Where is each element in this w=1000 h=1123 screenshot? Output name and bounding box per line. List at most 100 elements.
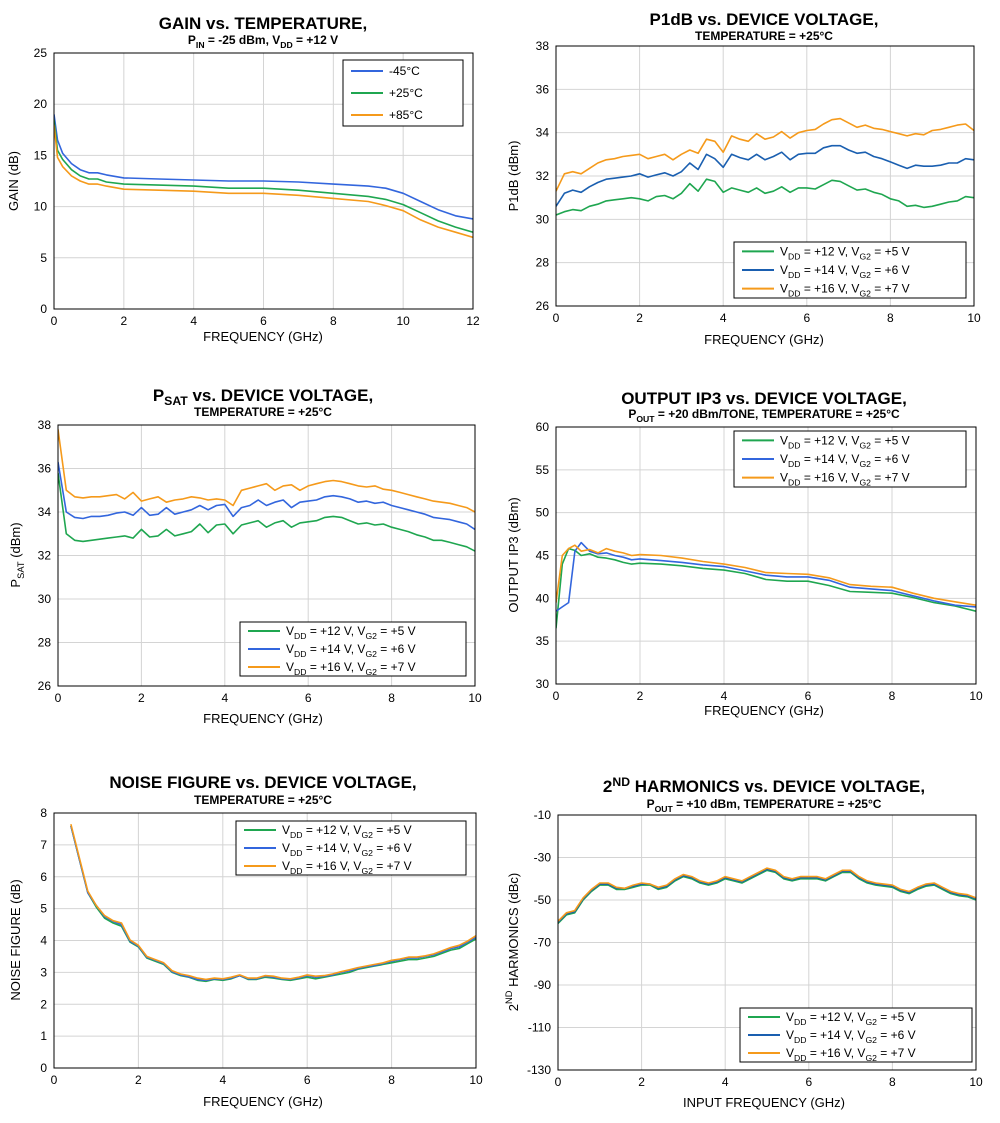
x-axis-label: FREQUENCY (GHz) [704, 703, 824, 718]
y-axis-label: NOISE FIGURE (dB) [8, 879, 23, 1000]
legend-label: VDD = +16 V, VG2 = +7 V [286, 660, 416, 677]
x-tick-label: 2 [138, 691, 145, 705]
legend-label: VDD = +12 V, VG2 = +5 V [780, 433, 910, 450]
x-tick-label: 4 [219, 1073, 226, 1087]
y-tick-label: 1 [40, 1029, 47, 1043]
x-tick-label: 6 [304, 1073, 311, 1087]
y-tick-label: 60 [536, 420, 550, 434]
y-tick-label: 20 [34, 97, 48, 111]
chart-subtitle: TEMPERATURE = +25°C [194, 793, 332, 807]
chart-subtitle: POUT = +10 dBm, TEMPERATURE = +25°C [647, 797, 882, 814]
y-tick-label: -70 [534, 936, 552, 950]
chart-2: P1dB vs. DEVICE VOLTAGE,TEMPERATURE = +2… [506, 10, 981, 347]
series-line-1 [556, 178, 974, 216]
y-tick-label: 38 [38, 418, 52, 432]
x-tick-label: 10 [967, 311, 981, 325]
y-tick-label: 5 [40, 251, 47, 265]
x-tick-label: 8 [388, 1073, 395, 1087]
x-tick-label: 0 [553, 311, 560, 325]
x-tick-label: 6 [803, 311, 810, 325]
chart-subtitle: PIN = -25 dBm, VDD = +12 V [188, 33, 338, 50]
chart-subtitle: TEMPERATURE = +25°C [695, 29, 833, 43]
y-tick-label: 55 [536, 463, 550, 477]
series-line-1 [556, 547, 976, 629]
legend-label: VDD = +14 V, VG2 = +6 V [282, 841, 412, 858]
x-axis-label: FREQUENCY (GHz) [203, 329, 323, 344]
y-tick-label: 40 [536, 591, 550, 605]
series-line-3 [556, 544, 976, 606]
chart-title: GAIN vs. TEMPERATURE, [159, 14, 367, 33]
x-tick-label: 4 [721, 689, 728, 703]
x-tick-label: 0 [555, 1075, 562, 1089]
y-tick-label: 3 [40, 965, 47, 979]
x-tick-label: 0 [553, 689, 560, 703]
x-tick-label: 12 [466, 314, 480, 328]
y-axis-label: P1dB (dBm) [506, 141, 521, 212]
x-tick-label: 6 [305, 691, 312, 705]
y-tick-label: 30 [536, 212, 550, 226]
y-tick-label: 35 [536, 634, 550, 648]
y-tick-label: 0 [40, 302, 47, 316]
chart-title: PSAT vs. DEVICE VOLTAGE, [153, 386, 373, 408]
chart-6: 2ND HARMONICS vs. DEVICE VOLTAGE,POUT = … [504, 775, 983, 1110]
y-tick-label: 15 [34, 148, 48, 162]
x-tick-label: 10 [396, 314, 410, 328]
y-tick-label: 32 [38, 549, 52, 563]
plot-area [53, 52, 474, 310]
y-tick-label: -10 [534, 808, 552, 822]
x-tick-label: 4 [221, 691, 228, 705]
chart-title: 2ND HARMONICS vs. DEVICE VOLTAGE, [603, 775, 925, 796]
series-line-1 [558, 869, 976, 924]
plot-area [53, 812, 477, 1069]
legend-label: VDD = +14 V, VG2 = +6 V [786, 1028, 916, 1045]
plot-area [557, 814, 977, 1071]
series-line-2 [54, 119, 473, 233]
x-tick-label: 8 [887, 311, 894, 325]
legend-label: VDD = +16 V, VG2 = +7 V [780, 282, 910, 299]
y-tick-label: 26 [536, 299, 550, 313]
y-tick-label: -130 [527, 1063, 551, 1077]
x-tick-label: 10 [969, 689, 983, 703]
x-tick-label: 10 [969, 1075, 983, 1089]
y-axis-label: GAIN (dB) [6, 151, 21, 211]
y-tick-label: -30 [534, 851, 552, 865]
legend-label: +85°C [389, 108, 423, 122]
x-tick-label: 2 [135, 1073, 142, 1087]
plot-area [57, 424, 476, 687]
y-tick-label: 7 [40, 838, 47, 852]
x-tick-label: 8 [889, 1075, 896, 1089]
series-line-3 [558, 867, 976, 922]
x-tick-label: 8 [889, 689, 896, 703]
legend-label: +25°C [389, 86, 423, 100]
series-line-1 [58, 472, 475, 552]
y-tick-label: 50 [536, 506, 550, 520]
x-tick-label: 10 [468, 691, 482, 705]
x-tick-label: 6 [805, 1075, 812, 1089]
series-line-3 [54, 124, 473, 239]
x-axis-label: FREQUENCY (GHz) [203, 711, 323, 726]
y-tick-label: 6 [40, 870, 47, 884]
y-axis-label: OUTPUT IP3 (dBm) [506, 497, 521, 612]
legend-label: VDD = +12 V, VG2 = +5 V [282, 823, 412, 840]
x-tick-label: 0 [51, 1073, 58, 1087]
y-tick-label: 32 [536, 169, 550, 183]
y-tick-label: 36 [38, 462, 52, 476]
chart-title: OUTPUT IP3 vs. DEVICE VOLTAGE, [621, 389, 907, 408]
y-tick-label: 34 [536, 126, 550, 140]
y-tick-label: 10 [34, 200, 48, 214]
series-line-3 [556, 117, 974, 192]
chart-3: PSAT vs. DEVICE VOLTAGE,TEMPERATURE = +2… [8, 386, 482, 726]
legend-label: VDD = +12 V, VG2 = +5 V [786, 1010, 916, 1027]
y-tick-label: 38 [536, 39, 550, 53]
chart-title: P1dB vs. DEVICE VOLTAGE, [650, 10, 879, 29]
x-axis-label: FREQUENCY (GHz) [203, 1094, 323, 1109]
legend-label: -45°C [389, 64, 420, 78]
legend-label: VDD = +16 V, VG2 = +7 V [282, 859, 412, 876]
x-tick-label: 4 [720, 311, 727, 325]
chart-title: NOISE FIGURE vs. DEVICE VOLTAGE, [109, 773, 416, 792]
y-tick-label: 26 [38, 679, 52, 693]
